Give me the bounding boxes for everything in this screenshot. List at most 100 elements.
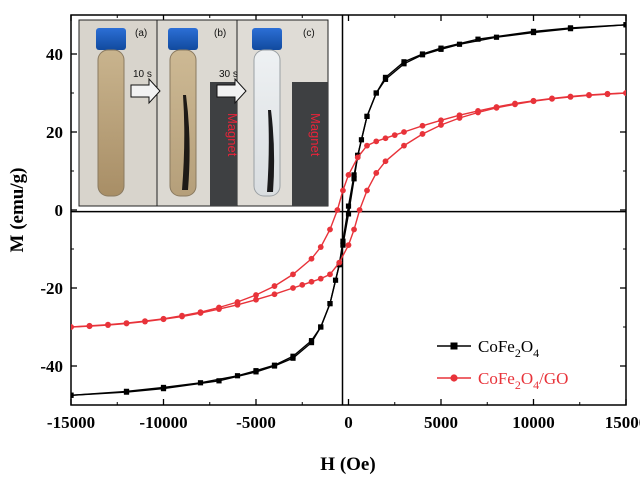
data-point (179, 313, 185, 320)
tick-labels: -15000 -10000 -5000 0 5000 10000 15000 -40 -20 0 2… (40, 45, 640, 432)
vial-c (253, 49, 281, 197)
data-point (216, 378, 222, 384)
data-point (567, 25, 574, 31)
data-point (382, 158, 389, 165)
legend-label-0: CoFe2O4 (478, 337, 539, 360)
data-point (623, 90, 626, 96)
x-tick-label: -10000 (139, 413, 187, 432)
data-point (234, 373, 241, 379)
y-tick-label: 20 (46, 123, 63, 142)
data-point (318, 324, 324, 330)
data-point (604, 91, 611, 98)
data-point (354, 154, 361, 161)
data-point (317, 275, 324, 282)
vial-c-cap (252, 28, 282, 50)
x-axis-label: H (Oe) (320, 454, 375, 475)
data-point (456, 115, 463, 121)
x-tick-label: 15000 (605, 413, 640, 432)
data-point (567, 94, 574, 100)
y-axis-label: M (emu/g) (7, 168, 28, 253)
data-point (438, 122, 444, 128)
data-point (493, 104, 500, 111)
data-point (197, 310, 204, 316)
data-point (340, 242, 346, 248)
data-point (586, 92, 592, 99)
x-tick-label: 0 (344, 413, 353, 432)
data-point (290, 285, 296, 291)
data-point (345, 172, 352, 178)
data-point (160, 316, 167, 323)
y-tick-label: 0 (55, 201, 64, 220)
panel-label-c: (c) (303, 28, 315, 39)
vial-a (97, 49, 125, 197)
data-point (142, 318, 148, 325)
data-point (71, 324, 74, 330)
data-point (419, 122, 426, 129)
arrow-label-1: 10 s (133, 69, 152, 80)
data-point (290, 353, 296, 359)
particle-deposit-c (267, 110, 275, 192)
data-point (382, 135, 389, 142)
x-tick-label: -15000 (47, 413, 95, 432)
data-point (364, 187, 370, 194)
data-point (290, 271, 296, 278)
data-point (308, 278, 315, 285)
arrow-icon (216, 77, 247, 105)
data-point (351, 226, 357, 233)
data-point (373, 90, 379, 96)
data-point (475, 109, 481, 116)
data-point (271, 283, 278, 289)
data-point (373, 138, 380, 145)
vial-a-cap (96, 28, 126, 50)
panel-label-b: (b) (214, 28, 226, 39)
data-point (438, 117, 444, 124)
data-point (308, 255, 315, 262)
arrow-icon (130, 77, 161, 105)
data-point (512, 101, 518, 108)
data-point (340, 187, 346, 194)
legend: CoFe2O4 CoFe2O4/GO (437, 337, 568, 392)
data-point (234, 301, 241, 308)
data-curves (71, 22, 626, 398)
inset-photo: (a) (b) (c) 10 s 30 s Magnet Magnet (78, 19, 329, 207)
data-point (123, 320, 130, 327)
data-point (351, 176, 357, 182)
data-point (327, 301, 333, 307)
data-point (336, 259, 343, 266)
x-tick-label: 5000 (424, 413, 458, 432)
data-point (401, 59, 407, 65)
data-point (373, 170, 380, 176)
data-point (419, 51, 426, 57)
data-point (271, 291, 278, 298)
data-point (345, 242, 352, 249)
magnet-label-b: Magnet (225, 113, 240, 157)
data-point (364, 113, 370, 119)
x-tick-label: -5000 (236, 413, 276, 432)
data-point (391, 132, 398, 139)
data-point (299, 281, 306, 288)
data-point (530, 28, 537, 34)
data-point (332, 277, 339, 283)
data-point (105, 322, 111, 328)
data-point (623, 22, 626, 28)
data-point (419, 131, 426, 137)
y-tick-label: 40 (46, 45, 63, 64)
data-point (356, 207, 363, 213)
data-point (271, 362, 278, 368)
data-point (197, 380, 204, 386)
data-point (253, 292, 259, 298)
data-point (253, 296, 259, 303)
y-tick-label: -40 (40, 357, 63, 376)
data-point (401, 129, 407, 135)
data-point (253, 368, 259, 374)
data-point (345, 211, 352, 217)
axis-ticks (70, 14, 627, 406)
x-tick-label: 10000 (512, 413, 555, 432)
data-point (308, 338, 315, 344)
legend-marker-1 (450, 374, 458, 382)
magnet-c (292, 82, 328, 206)
data-point (530, 98, 537, 105)
legend-marker-0 (450, 342, 458, 350)
data-point (549, 95, 555, 102)
